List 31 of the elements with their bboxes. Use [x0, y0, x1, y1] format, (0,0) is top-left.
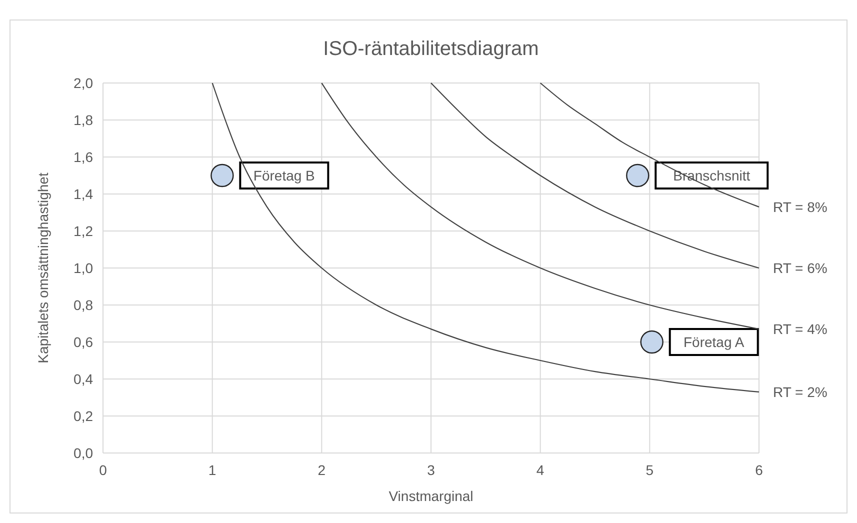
x-tick-label: 0: [99, 462, 108, 478]
line-series: [430, 82, 760, 269]
x-tick-label: 5: [646, 462, 654, 478]
series-label: RT = 8%: [773, 198, 828, 215]
line-series: [321, 82, 760, 330]
y-axis-title: Kapitalets omsättninghastighet: [35, 172, 51, 364]
y-tick-label: 1,4: [74, 186, 94, 202]
chart-title: ISO-räntabilitetsdiagram: [323, 38, 539, 60]
y-tick-label: 1,2: [74, 223, 94, 239]
series-label: RT = 2%: [773, 384, 828, 400]
y-tick-label: 1,0: [74, 260, 94, 276]
line-series: [212, 82, 760, 392]
y-tick-label: 0,8: [74, 297, 94, 313]
x-tick-label: 4: [536, 462, 544, 478]
x-tick-label: 6: [755, 462, 764, 478]
y-tick-label: 0,4: [74, 371, 94, 387]
x-tick-label: 1: [208, 462, 216, 478]
y-tick-label: 2,0: [74, 75, 94, 91]
series-label: Företag A: [684, 334, 745, 350]
y-tick-label: 0,2: [74, 408, 94, 424]
x-tick-label: 2: [318, 462, 326, 478]
y-tick-label: 1,6: [74, 149, 94, 165]
x-axis-title: Vinstmarginal: [388, 488, 474, 504]
series-label: RT = 6%: [773, 260, 828, 276]
line-series: [540, 82, 760, 208]
y-tick-label: 1,8: [74, 112, 94, 128]
x-tick-label: 3: [427, 462, 436, 478]
y-tick-label: 0,0: [74, 445, 94, 461]
series-label: RT = 4%: [773, 321, 828, 338]
y-tick-label: 0,6: [74, 334, 94, 350]
series-label: Företag B: [253, 168, 315, 184]
